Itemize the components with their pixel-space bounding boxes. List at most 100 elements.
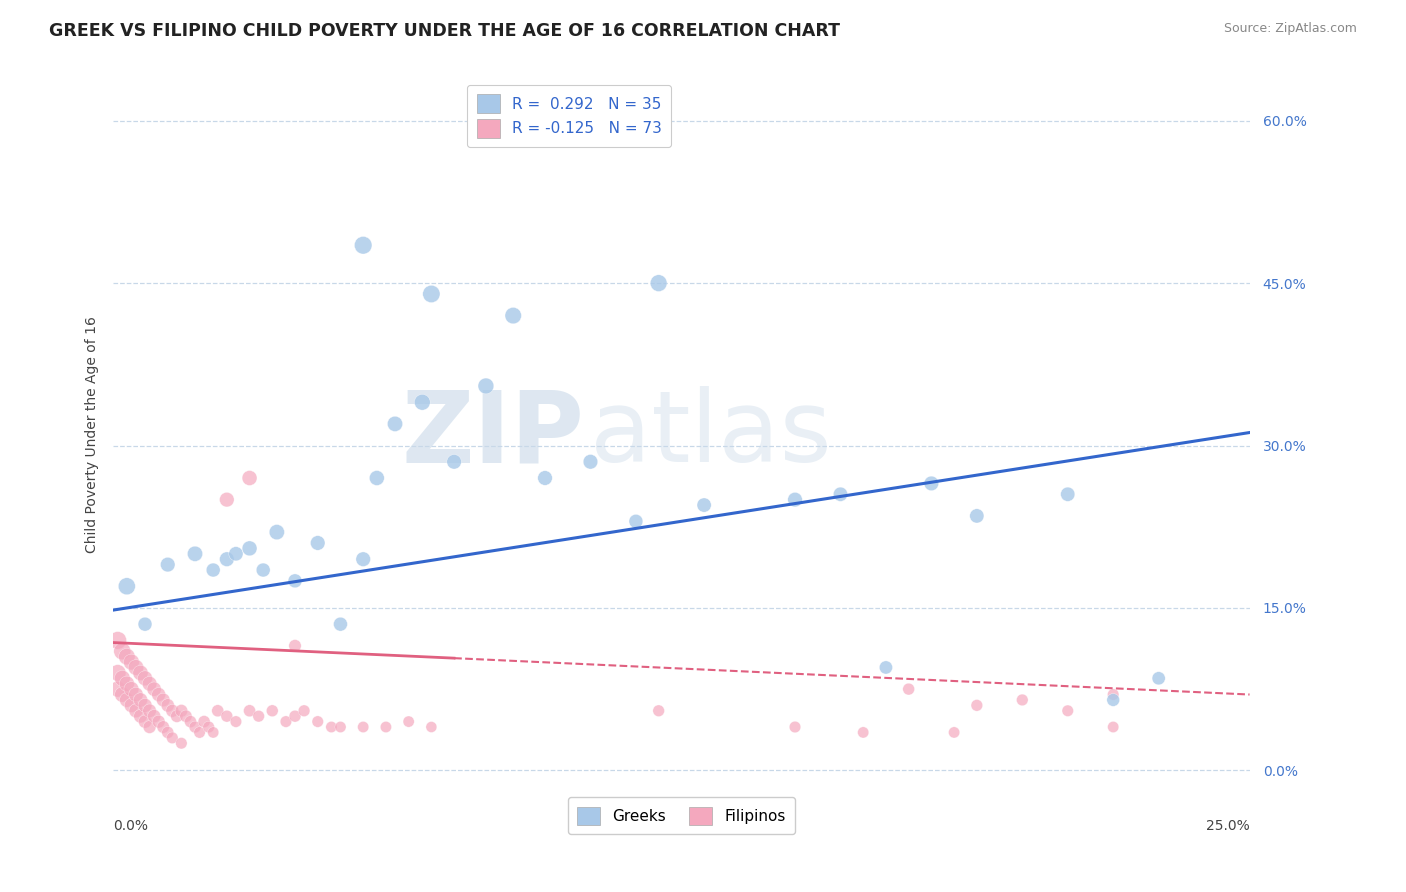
Point	[783, 720, 806, 734]
Point	[170, 736, 193, 750]
Point	[1056, 704, 1078, 718]
Point	[420, 720, 443, 734]
Point	[266, 525, 288, 540]
Point	[138, 704, 160, 718]
Point	[274, 714, 297, 729]
Point	[502, 309, 524, 323]
Point	[148, 714, 170, 729]
Point	[920, 476, 942, 491]
Point	[125, 688, 148, 702]
Point	[252, 563, 274, 577]
Point	[138, 676, 160, 690]
Point	[1056, 487, 1078, 501]
Point	[148, 688, 170, 702]
Point	[352, 552, 374, 566]
Point	[262, 704, 284, 718]
Point	[420, 287, 443, 301]
Point	[852, 725, 875, 739]
Point	[411, 395, 433, 409]
Point	[156, 558, 179, 572]
Point	[215, 552, 238, 566]
Text: atlas: atlas	[591, 386, 832, 483]
Point	[115, 649, 138, 664]
Point	[966, 508, 988, 523]
Point	[129, 693, 152, 707]
Point	[284, 574, 307, 588]
Point	[966, 698, 988, 713]
Point	[125, 704, 148, 718]
Point	[1011, 693, 1033, 707]
Point	[225, 714, 247, 729]
Point	[152, 693, 174, 707]
Point	[534, 471, 557, 485]
Point	[156, 698, 179, 713]
Point	[215, 709, 238, 723]
Point	[170, 704, 193, 718]
Point	[162, 704, 184, 718]
Point	[134, 671, 156, 685]
Point	[475, 379, 498, 393]
Point	[197, 720, 219, 734]
Point	[693, 498, 716, 512]
Point	[579, 455, 602, 469]
Point	[647, 704, 669, 718]
Point	[179, 714, 201, 729]
Point	[292, 704, 315, 718]
Point	[398, 714, 420, 729]
Point	[329, 617, 352, 632]
Point	[184, 547, 207, 561]
Text: ZIP: ZIP	[402, 386, 585, 483]
Point	[247, 709, 270, 723]
Point	[120, 682, 142, 697]
Point	[215, 492, 238, 507]
Point	[115, 693, 138, 707]
Point	[162, 731, 184, 745]
Point	[1102, 720, 1125, 734]
Point	[1102, 693, 1125, 707]
Point	[120, 698, 142, 713]
Point	[321, 720, 343, 734]
Point	[129, 709, 152, 723]
Point	[307, 714, 329, 729]
Point	[107, 665, 129, 680]
Text: GREEK VS FILIPINO CHILD POVERTY UNDER THE AGE OF 16 CORRELATION CHART: GREEK VS FILIPINO CHILD POVERTY UNDER TH…	[49, 22, 841, 40]
Point	[184, 720, 207, 734]
Point	[830, 487, 852, 501]
Text: Source: ZipAtlas.com: Source: ZipAtlas.com	[1223, 22, 1357, 36]
Point	[125, 660, 148, 674]
Point	[134, 714, 156, 729]
Point	[238, 704, 260, 718]
Point	[875, 660, 897, 674]
Point	[207, 704, 229, 718]
Point	[111, 688, 134, 702]
Point	[352, 720, 374, 734]
Point	[783, 492, 806, 507]
Point	[366, 471, 388, 485]
Point	[143, 709, 166, 723]
Point	[202, 725, 225, 739]
Point	[1147, 671, 1170, 685]
Point	[307, 536, 329, 550]
Y-axis label: Child Poverty Under the Age of 16: Child Poverty Under the Age of 16	[86, 317, 100, 553]
Point	[115, 676, 138, 690]
Point	[284, 709, 307, 723]
Point	[352, 238, 374, 252]
Point	[943, 725, 966, 739]
Point	[624, 514, 647, 528]
Point	[647, 276, 669, 290]
Point	[152, 720, 174, 734]
Point	[156, 725, 179, 739]
Point	[111, 671, 134, 685]
Point	[384, 417, 406, 431]
Point	[174, 709, 197, 723]
Point	[134, 617, 156, 632]
Point	[134, 698, 156, 713]
Point	[225, 547, 247, 561]
Text: 25.0%: 25.0%	[1206, 819, 1250, 833]
Point	[284, 639, 307, 653]
Point	[188, 725, 211, 739]
Point	[115, 579, 138, 593]
Point	[193, 714, 215, 729]
Point	[107, 682, 129, 697]
Point	[329, 720, 352, 734]
